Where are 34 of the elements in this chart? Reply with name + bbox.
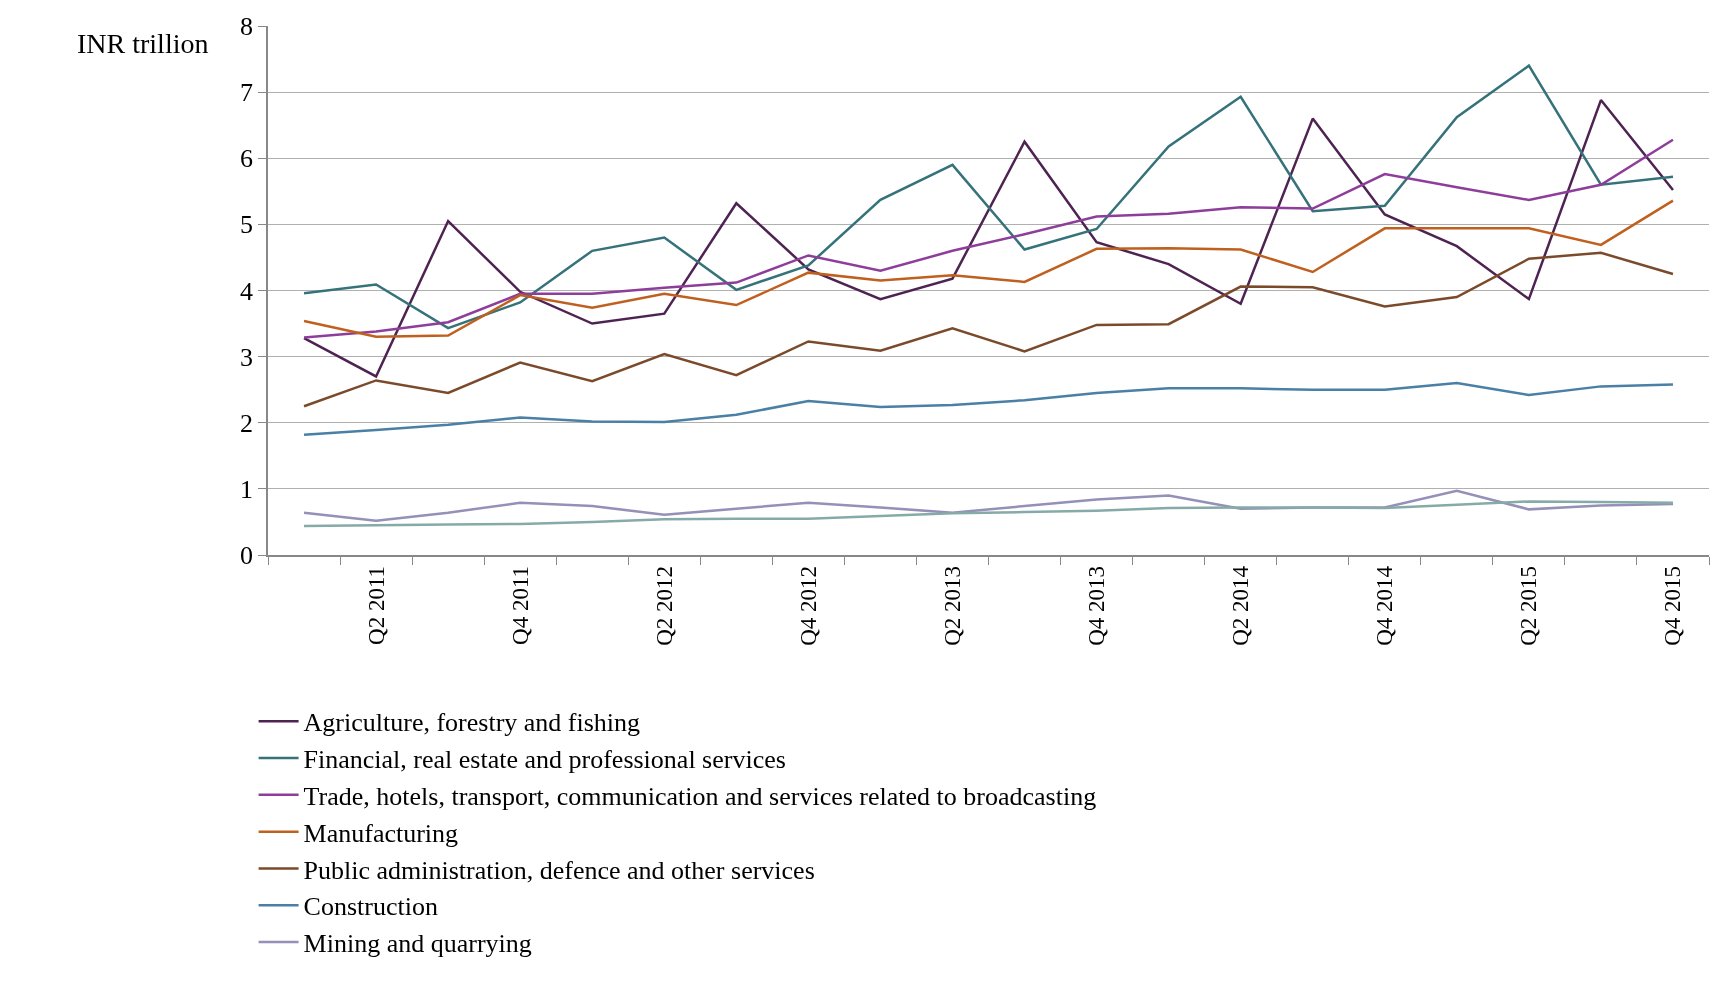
legend-label: Public administration, defence and other services: [303, 855, 815, 885]
x-tick-label: Q4 2011: [507, 565, 533, 645]
line-series: [302, 64, 1675, 330]
y-tick-label: 6: [240, 144, 254, 174]
line-series: [302, 500, 1675, 528]
y-axis-title: INR trillion: [77, 28, 209, 59]
x-tick-label: Q4 2014: [1372, 565, 1398, 646]
x-tick-label: Q2 2011: [363, 565, 389, 645]
line-series: [302, 381, 1675, 436]
x-tick-label: Q4 2013: [1084, 565, 1110, 646]
line-series: [302, 98, 1675, 378]
y-tick-label: 1: [240, 474, 254, 504]
legend-label: Construction: [303, 892, 438, 922]
y-tick-label: 5: [240, 210, 254, 240]
y-tick-label: 2: [240, 408, 254, 438]
line-series: [302, 199, 1675, 339]
x-tick-label: Q4 2015: [1660, 565, 1686, 646]
x-tick-label: Q2 2013: [939, 565, 965, 646]
x-tick-label: Q2 2014: [1228, 565, 1254, 646]
y-tick-label: 3: [240, 342, 254, 372]
line-series: [302, 138, 1675, 339]
y-tick-label: 8: [240, 12, 254, 42]
legend-label: Manufacturing: [303, 818, 459, 848]
x-tick-label: Q4 2012: [795, 565, 821, 646]
legend-label: Agriculture, forestry and fishing: [303, 708, 641, 738]
y-tick-label: 0: [240, 541, 254, 571]
y-tick-label: 4: [240, 276, 254, 306]
legend-label: Mining and quarrying: [303, 929, 532, 959]
line-series: [302, 251, 1675, 408]
legend-label: Trade, hotels, transport, communication and services related to broadcasting: [303, 781, 1097, 811]
x-tick-label: Q2 2012: [651, 565, 677, 646]
x-tick-label: Q2 2015: [1516, 565, 1542, 646]
y-tick-label: 7: [240, 78, 254, 108]
legend-label: Financial, real estate and professional services: [303, 745, 786, 775]
